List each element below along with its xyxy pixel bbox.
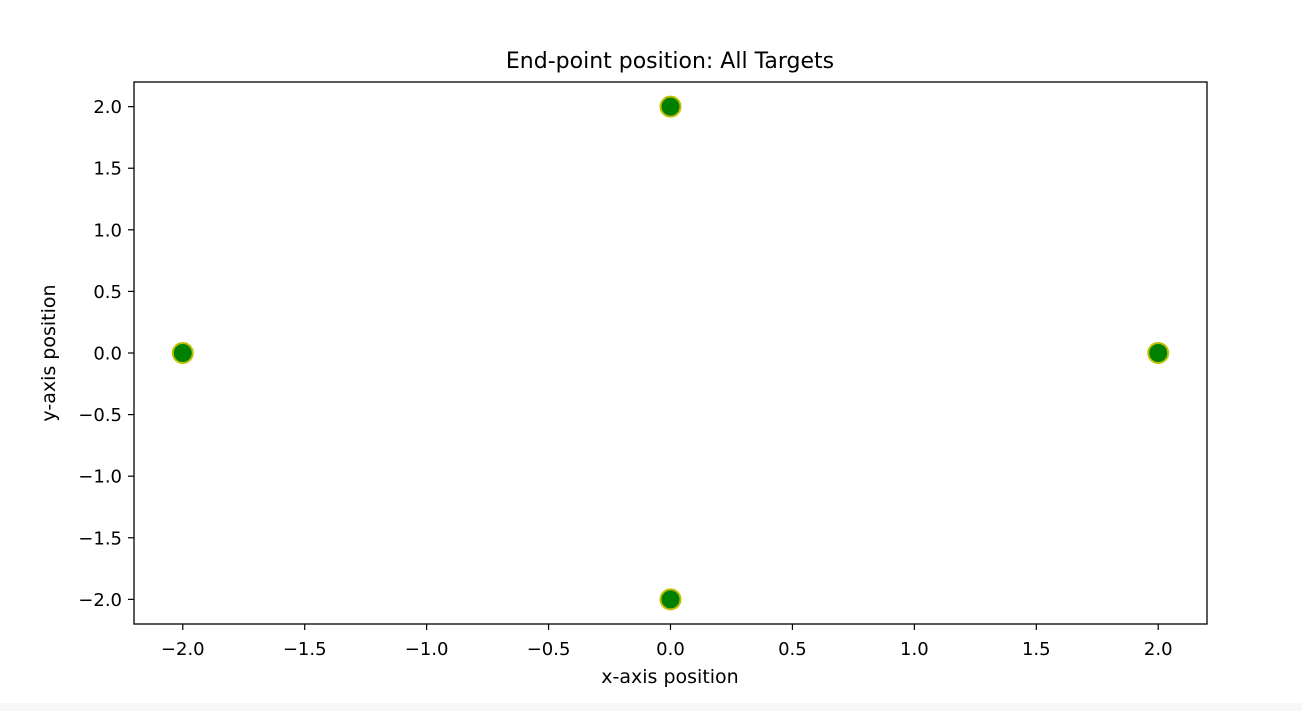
data-point [171,342,194,364]
data-point [1147,342,1170,364]
x-tick-label: 0.5 [778,639,807,660]
y-tick-label: −2.0 [78,590,122,611]
x-tick-label: −1.0 [405,639,449,660]
data-points [171,95,1170,611]
x-tick-label: 0.0 [656,639,685,660]
bottom-strip [0,703,1302,711]
data-point [659,95,682,118]
x-axis-label: x-axis position [601,666,738,688]
x-tick-label: −1.5 [283,639,327,660]
plot-area-frame [133,81,1208,625]
x-tick-label: 1.5 [1022,639,1051,660]
y-tick-label: 0.5 [93,282,122,303]
y-tick-label: 1.0 [93,220,122,241]
y-tick-label: 1.5 [93,159,122,180]
y-tick-label: 0.0 [93,344,122,365]
y-tick-label: −1.0 [78,467,122,488]
y-axis-ticks: −2.0 −1.5 −1.0 −0.5 0.0 0.5 1.0 1.5 2.0 [78,97,134,611]
chart-title: End-point position: All Targets [506,49,834,74]
y-axis-label: y-axis position [38,284,60,421]
x-tick-label: −2.0 [161,639,205,660]
y-tick-label: −0.5 [78,405,122,426]
y-tick-label: −1.5 [78,528,122,549]
y-tick-label: 2.0 [93,97,122,118]
x-tick-label: 1.0 [900,639,929,660]
x-tick-label: 2.0 [1144,639,1173,660]
data-point [659,588,682,611]
x-axis-ticks: −2.0 −1.5 −1.0 −0.5 0.0 0.5 1.0 1.5 2.0 [161,624,1173,660]
x-tick-label: −0.5 [527,639,571,660]
